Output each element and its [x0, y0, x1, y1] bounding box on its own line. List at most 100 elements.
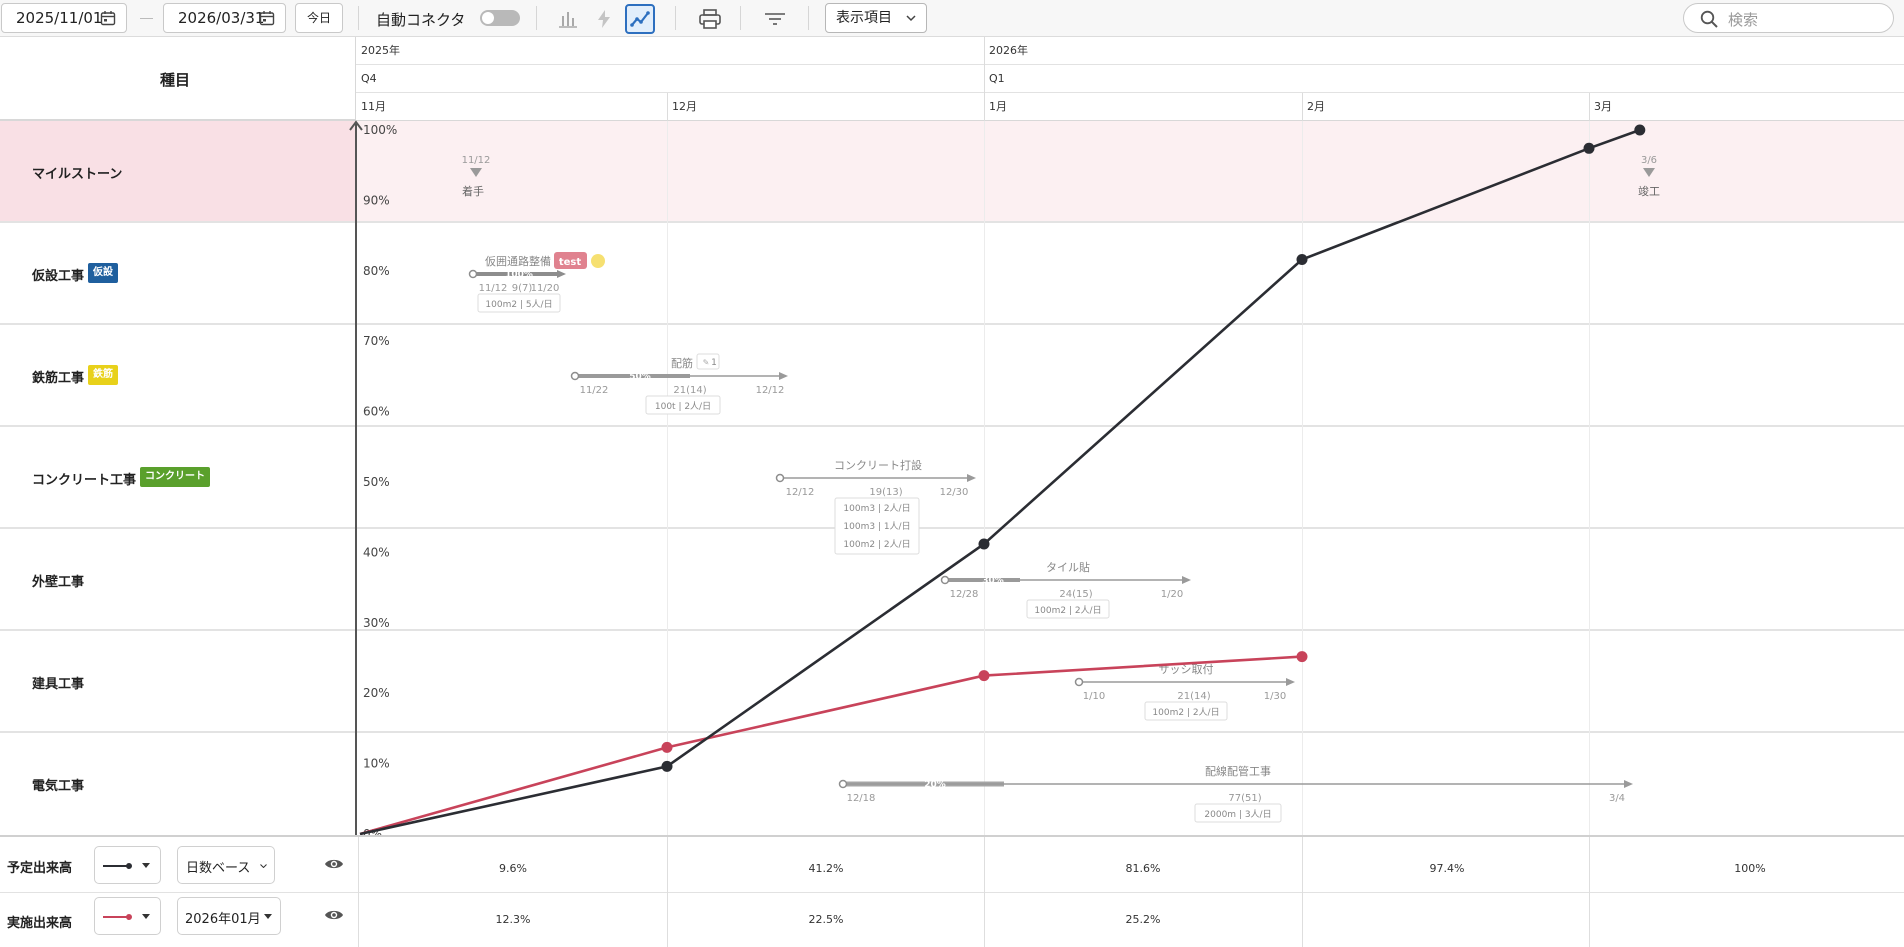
line-swatch-icon	[103, 914, 132, 920]
row-name: 鉄筋工事	[32, 371, 85, 386]
footer-divider	[667, 837, 668, 947]
category-badge: コンクリート	[140, 467, 210, 487]
search-input[interactable]: 検索	[1683, 3, 1894, 33]
auto-connector-toggle[interactable]	[480, 10, 520, 26]
line-chart-icon[interactable]	[625, 4, 655, 34]
month-label: 1月	[989, 100, 1007, 113]
row-exterior-wall-works[interactable]: 外壁工事	[0, 529, 1904, 631]
planned-line-style-select[interactable]	[94, 846, 161, 884]
row-header: コンクリート工事 コンクリート	[0, 427, 356, 527]
category-column-title: 種目	[159, 71, 190, 89]
year-label: 2025年	[361, 44, 400, 57]
year-divider	[984, 37, 985, 121]
display-items-label: 表示項目	[836, 10, 892, 26]
end-date-value: 2026/03/31	[178, 9, 265, 27]
calendar-icon[interactable]	[259, 10, 275, 26]
actual-month-value: 2026年01月	[185, 912, 261, 927]
month-divider	[1589, 93, 1590, 121]
visibility-eye-icon[interactable]	[324, 857, 344, 871]
chevron-down-icon	[906, 15, 916, 22]
start-date-field[interactable]: 2025/11/01	[1, 3, 127, 33]
category-badge: 鉄筋	[88, 365, 118, 385]
planned-progress-row: 予定出来高 日数ベース 9.6% 41.2% 81.6% 97.4% 100%	[0, 837, 1904, 893]
month-gridline	[667, 121, 668, 835]
search-placeholder: 検索	[1728, 11, 1759, 29]
toolbar: 2025/11/01 2026/03/31 今日 自動コネクタ	[0, 0, 1904, 37]
actual-value-12: 22.5%	[808, 913, 844, 926]
row-name: 外壁工事	[32, 575, 85, 590]
month-label: 11月	[361, 100, 386, 113]
month-row: 11月 12月 1月 2月 3月	[356, 93, 1904, 121]
row-name: マイルストーン	[32, 167, 123, 182]
row-temporary-works[interactable]: 仮設工事 仮設	[0, 223, 1904, 325]
planned-progress-label: 予定出来高	[7, 861, 73, 876]
row-fittings-works[interactable]: 建具工事	[0, 631, 1904, 733]
actual-progress-label: 実施出来高	[7, 916, 73, 931]
actual-value-01: 25.2%	[1125, 913, 1161, 926]
actual-line-style-select[interactable]	[94, 897, 161, 935]
line-swatch-icon	[103, 863, 132, 869]
start-date-value: 2025/11/01	[16, 9, 103, 27]
row-header: 建具工事	[0, 631, 356, 731]
planned-value-03: 100%	[1734, 862, 1766, 875]
timeline-header: 2025年 2026年 Q4 Q1 11月 12月 1月 2月 3月	[356, 37, 1904, 121]
progress-summary-footer: 予定出来高 日数ベース 9.6% 41.2% 81.6% 97.4% 100% …	[0, 835, 1904, 947]
row-name: コンクリート工事	[32, 473, 137, 488]
actual-progress-row: 実施出来高 2026年01月 12.3% 22.5% 25.2%	[0, 893, 1904, 947]
display-items-dropdown[interactable]: 表示項目	[825, 3, 927, 33]
end-date-field[interactable]: 2026/03/31	[163, 3, 286, 33]
footer-divider	[358, 837, 359, 947]
today-button[interactable]: 今日	[295, 3, 343, 33]
month-label: 3月	[1594, 100, 1612, 113]
caret-down-icon	[264, 914, 272, 919]
month-gridline	[1589, 121, 1590, 835]
row-header: 仮設工事 仮設	[0, 223, 356, 323]
footer-divider	[984, 837, 985, 947]
row-header: マイルストーン	[0, 121, 356, 221]
row-milestone[interactable]: マイルストーン	[0, 121, 1904, 223]
month-label: 12月	[672, 100, 697, 113]
planned-value-01: 81.6%	[1125, 862, 1161, 875]
row-header: 電気工事	[0, 733, 356, 835]
row-name: 仮設工事	[32, 269, 85, 284]
calendar-icon[interactable]	[100, 10, 116, 26]
year-label: 2026年	[989, 44, 1028, 57]
toolbar-divider	[675, 6, 676, 30]
quarter-label: Q1	[989, 72, 1005, 85]
date-range-separator	[140, 18, 153, 19]
search-icon	[1700, 10, 1718, 28]
category-column-header: 種目	[0, 37, 356, 121]
print-icon[interactable]	[695, 4, 725, 34]
row-name: 建具工事	[32, 677, 85, 692]
quarter-row: Q4 Q1	[356, 65, 1904, 93]
row-name: 電気工事	[32, 779, 85, 794]
footer-divider	[1302, 837, 1303, 947]
gantt-rows: マイルストーン 仮設工事 仮設 鉄筋工事 鉄筋 コンクリート工事 コンクリート …	[0, 121, 1904, 835]
lightning-icon[interactable]	[589, 4, 619, 34]
chevron-down-icon	[260, 864, 267, 868]
planned-value-11: 9.6%	[499, 862, 527, 875]
month-gridline	[1302, 121, 1303, 835]
toolbar-divider	[740, 6, 741, 30]
bar-chart-icon[interactable]	[553, 4, 583, 34]
actual-value-11: 12.3%	[495, 913, 531, 926]
visibility-eye-icon[interactable]	[324, 908, 344, 922]
planned-value-12: 41.2%	[808, 862, 844, 875]
month-label: 2月	[1307, 100, 1325, 113]
toggle-knob	[482, 12, 494, 24]
filter-icon[interactable]	[760, 4, 790, 34]
year-row: 2025年 2026年	[356, 37, 1904, 65]
month-divider	[667, 93, 668, 121]
row-concrete-works[interactable]: コンクリート工事 コンクリート	[0, 427, 1904, 529]
month-gridline	[984, 121, 985, 835]
row-header: 鉄筋工事 鉄筋	[0, 325, 356, 425]
auto-connector-label: 自動コネクタ	[376, 11, 466, 29]
row-electrical-works[interactable]: 電気工事	[0, 733, 1904, 835]
actual-month-select[interactable]: 2026年01月	[177, 897, 281, 935]
category-badge: 仮設	[88, 263, 118, 283]
planned-basis-select[interactable]: 日数ベース	[177, 846, 275, 884]
caret-down-icon	[142, 914, 150, 919]
row-rebar-works[interactable]: 鉄筋工事 鉄筋	[0, 325, 1904, 427]
footer-divider	[1589, 837, 1590, 947]
